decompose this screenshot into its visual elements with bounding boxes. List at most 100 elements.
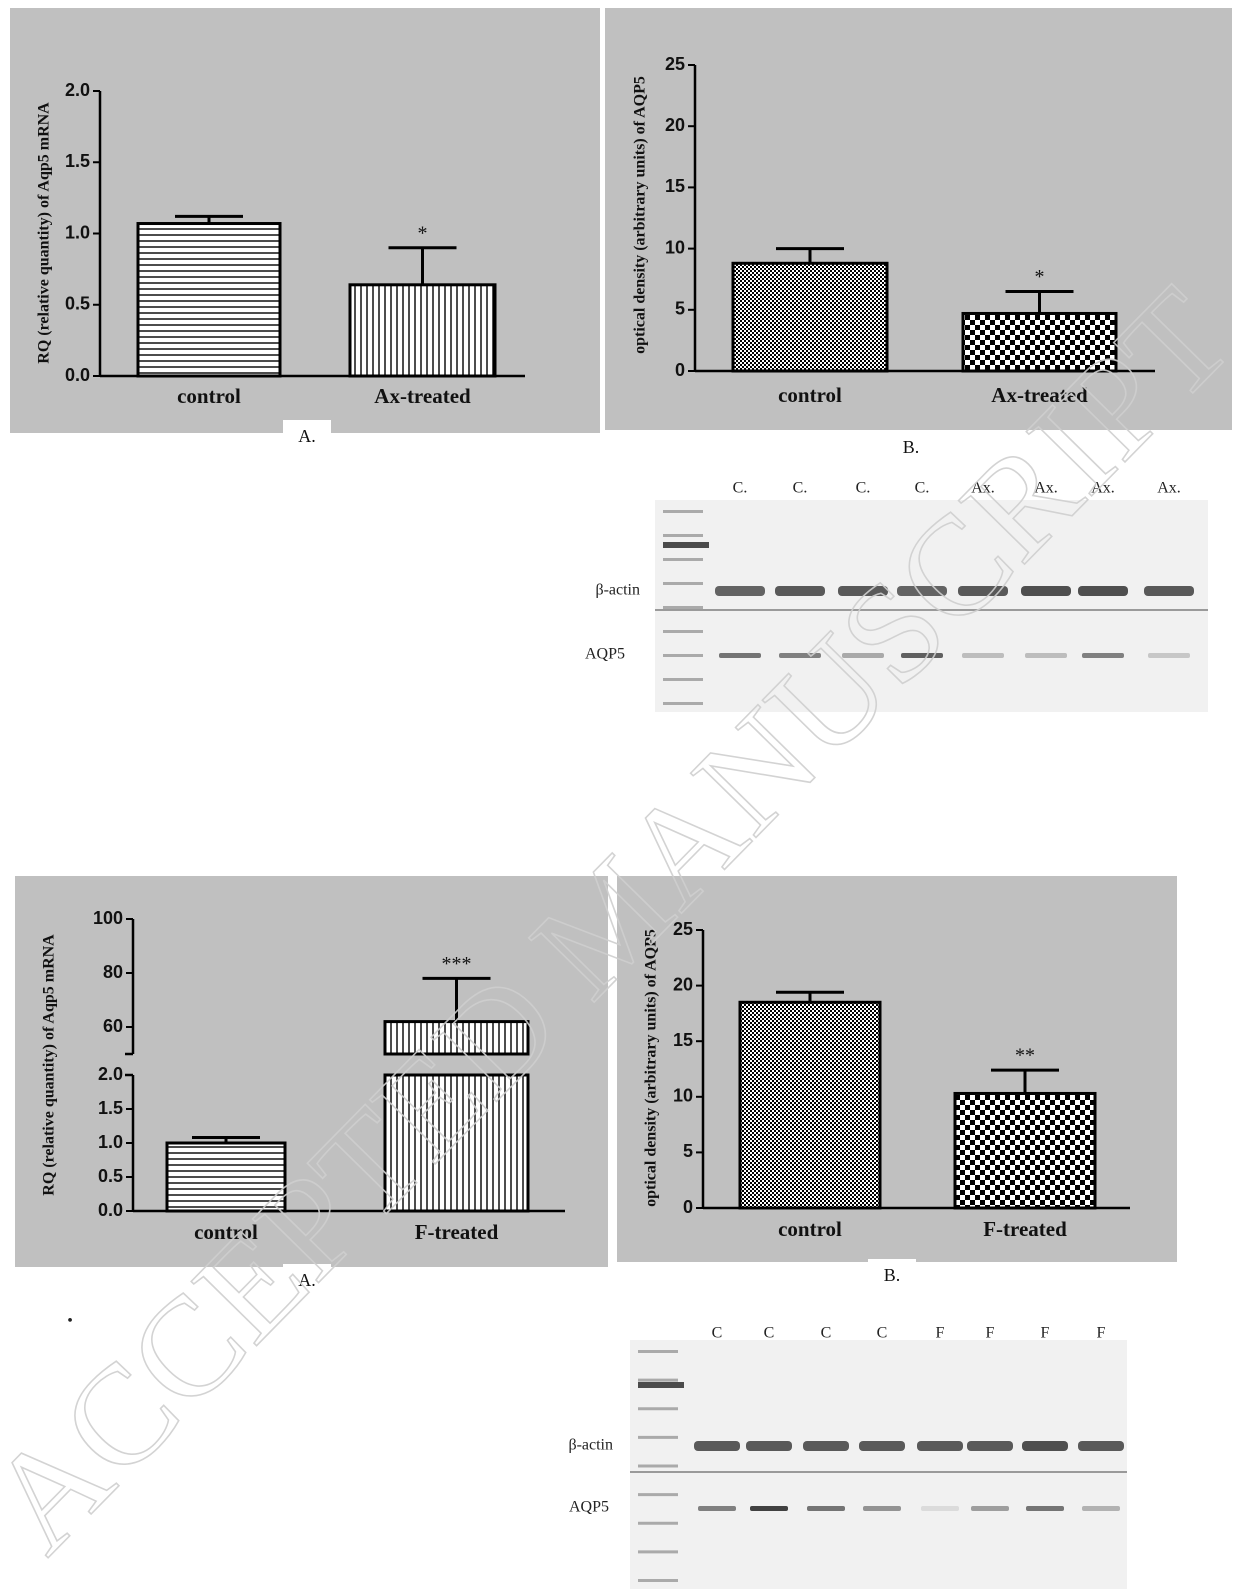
bullet: • xyxy=(67,1313,73,1330)
ladder-band xyxy=(663,606,703,609)
lane-label: C xyxy=(877,1325,888,1342)
ladder-band xyxy=(638,1436,678,1439)
y-tick-label: 2.0 xyxy=(65,80,90,100)
significance-label: * xyxy=(1035,266,1045,288)
row-label: β-actin xyxy=(568,1437,613,1454)
aqp5-band xyxy=(1026,1506,1064,1511)
x-tick-label: control xyxy=(778,383,842,407)
y-tick-label: 10 xyxy=(673,1086,693,1106)
ladder-band xyxy=(663,678,703,681)
x-tick-label: control xyxy=(177,384,241,408)
aqp5-band xyxy=(807,1506,845,1511)
actin-band xyxy=(694,1441,740,1451)
bar xyxy=(955,1093,1095,1208)
figure-page: 0.0 0.5 1.0 1.5 2.0 RQ (relative quantity) of… xyxy=(0,0,1248,1589)
row-label: AQP5 xyxy=(585,646,625,663)
y-tick-label: 0.5 xyxy=(98,1166,123,1186)
lane-label: Ax. xyxy=(1157,480,1181,497)
actin-band xyxy=(1078,1441,1124,1451)
y-tick-label: 100 xyxy=(93,908,123,928)
ladder-band xyxy=(638,1379,678,1382)
x-tick-label: F-treated xyxy=(415,1220,499,1244)
panel-label: A. xyxy=(298,426,316,446)
y-tick-label: 60 xyxy=(103,1016,123,1036)
y-tick-label: 15 xyxy=(665,176,685,196)
bar xyxy=(733,263,887,371)
actin-band xyxy=(1022,1441,1068,1451)
ladder-band xyxy=(663,510,703,513)
significance-label: * xyxy=(418,222,428,244)
lane-label: F xyxy=(1041,1325,1050,1342)
ladder-band xyxy=(638,1579,678,1582)
significance-label: ** xyxy=(1015,1045,1035,1067)
lane-label: F xyxy=(1097,1325,1106,1342)
panel-label: B. xyxy=(884,1265,901,1285)
y-tick-label: 0.5 xyxy=(65,294,90,314)
ladder-band xyxy=(663,558,703,561)
ladder-band xyxy=(663,630,703,633)
lane-label: C xyxy=(821,1325,832,1342)
y-tick-label: 2.0 xyxy=(98,1064,123,1084)
aqp5-band xyxy=(1082,1506,1120,1511)
y-axis-label: RQ (relative quantity) of Aqp5 mRNA xyxy=(41,934,58,1196)
ladder-band xyxy=(663,582,703,585)
actin-band xyxy=(715,586,765,596)
actin-band xyxy=(1144,586,1194,596)
aqp5-band xyxy=(921,1506,959,1511)
bar xyxy=(740,1002,880,1208)
x-tick-label: Ax-treated xyxy=(374,384,471,408)
actin-band xyxy=(775,586,825,596)
actin-band xyxy=(917,1441,963,1451)
aqp5-band xyxy=(698,1506,736,1511)
y-tick-label: 0.0 xyxy=(65,365,90,385)
y-tick-label: 5 xyxy=(675,299,685,319)
y-axis-label: RQ (relative quantity) of Aqp5 mRNA xyxy=(36,102,53,364)
lane-label: C. xyxy=(733,480,748,497)
ladder-band xyxy=(663,534,703,537)
row-label: AQP5 xyxy=(569,1499,609,1516)
panel-background xyxy=(10,8,600,433)
ladder-band xyxy=(638,1407,678,1410)
ladder-band xyxy=(638,1382,684,1388)
actin-band xyxy=(1078,586,1128,596)
ladder-band xyxy=(638,1465,678,1468)
ladder-band xyxy=(638,1550,678,1553)
aqp5-band xyxy=(750,1506,788,1511)
row-label: β-actin xyxy=(595,582,640,599)
lane-label: C xyxy=(712,1325,723,1342)
lane-label: F xyxy=(936,1325,945,1342)
y-tick-label: 15 xyxy=(673,1030,693,1050)
aqp5-band xyxy=(971,1506,1009,1511)
lane-label: C. xyxy=(856,480,871,497)
y-tick-label: 1.0 xyxy=(65,222,90,242)
lane-label: C xyxy=(764,1325,775,1342)
ladder-band xyxy=(638,1350,678,1353)
y-tick-label: 0.0 xyxy=(98,1200,123,1220)
aqp5-band xyxy=(1025,653,1067,658)
ladder-band xyxy=(638,1522,678,1525)
actin-band xyxy=(859,1441,905,1451)
y-tick-label: 0 xyxy=(675,360,685,380)
x-tick-label: F-treated xyxy=(983,1217,1067,1241)
ladder-band xyxy=(663,654,703,657)
bar xyxy=(138,224,280,376)
actin-band xyxy=(967,1441,1013,1451)
actin-band xyxy=(746,1441,792,1451)
aqp5-band xyxy=(719,653,761,658)
y-tick-label: 1.5 xyxy=(98,1098,123,1118)
y-tick-label: 0 xyxy=(683,1197,693,1217)
y-tick-label: 1.0 xyxy=(98,1132,123,1152)
aqp5-band xyxy=(1082,653,1124,658)
ladder-band xyxy=(663,542,709,548)
aqp5-band xyxy=(863,1506,901,1511)
y-tick-label: 5 xyxy=(683,1141,693,1161)
y-tick-label: 1.5 xyxy=(65,151,90,171)
y-tick-label: 80 xyxy=(103,962,123,982)
y-tick-label: 10 xyxy=(665,237,685,257)
panel-label: B. xyxy=(903,437,920,457)
y-axis-label: optical density (arbitrary units) of AQP… xyxy=(632,76,649,354)
lane-label: F xyxy=(986,1325,995,1342)
y-tick-label: 20 xyxy=(673,974,693,994)
y-tick-label: 20 xyxy=(665,115,685,135)
aqp5-band xyxy=(1148,653,1190,658)
